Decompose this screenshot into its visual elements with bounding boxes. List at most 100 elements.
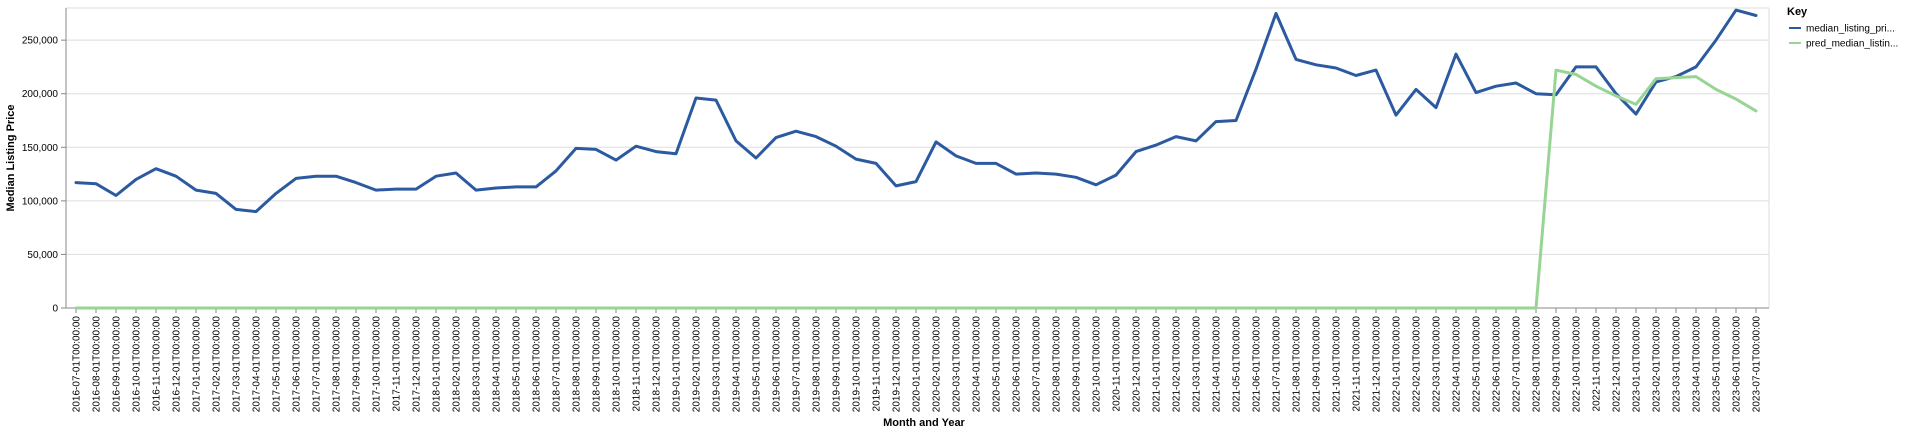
x-tick-label: 2023-06-01T00:00:00 (1732, 316, 1743, 413)
x-tick-label: 2017-04-01T00:00:00 (252, 316, 263, 413)
x-tick-label: 2020-12-01T00:00:00 (1132, 316, 1143, 413)
x-tick-label: 2018-04-01T00:00:00 (492, 316, 503, 413)
x-tick-label: 2022-05-01T00:00:00 (1472, 316, 1483, 413)
legend-title: Key (1787, 6, 1808, 18)
x-tick-label: 2019-11-01T00:00:00 (872, 316, 883, 412)
x-tick-label: 2018-03-01T00:00:00 (472, 316, 483, 413)
legend-items: median_listing_pri... pred_median_listin.… (1789, 24, 1898, 50)
x-tick-label: 2019-06-01T00:00:00 (772, 316, 783, 413)
x-tick-label: 2020-07-01T00:00:00 (1032, 316, 1043, 413)
x-tick-label: 2021-03-01T00:00:00 (1192, 316, 1203, 413)
x-tick-label: 2017-02-01T00:00:00 (212, 316, 223, 413)
x-tick-label: 2018-08-01T00:00:00 (572, 316, 583, 413)
x-tick-label: 2017-10-01T00:00:00 (372, 316, 383, 413)
x-tick-label: 2016-08-01T00:00:00 (92, 316, 103, 413)
series-lines (74, 8, 1758, 310)
x-tick-label: 2018-07-01T00:00:00 (552, 316, 563, 413)
x-tick-label: 2020-05-01T00:00:00 (992, 316, 1003, 413)
x-tick-label: 2018-05-01T00:00:00 (512, 316, 523, 413)
gridlines (66, 7, 1770, 309)
x-tick-label: 2019-01-01T00:00:00 (672, 316, 683, 413)
x-tick-label: 2021-11-01T00:00:00 (1352, 316, 1363, 412)
x-tick-label: 2022-11-01T00:00:00 (1592, 316, 1603, 412)
x-tick-label: 2020-03-01T00:00:00 (952, 316, 963, 413)
x-tick-label: 2019-12-01T00:00:00 (892, 316, 903, 413)
x-tick-label: 2023-03-01T00:00:00 (1672, 316, 1683, 413)
x-tick-label: 2020-08-01T00:00:00 (1052, 316, 1063, 413)
x-tick-label: 2023-01-01T00:00:00 (1632, 316, 1643, 413)
x-tick-label: 2019-07-01T00:00:00 (792, 316, 803, 413)
x-tick-label: 2021-01-01T00:00:00 (1152, 316, 1163, 413)
x-tick-label: 2022-09-01T00:00:00 (1552, 316, 1563, 413)
x-tick-label: 2023-02-01T00:00:00 (1652, 316, 1663, 413)
x-tick-label: 2018-10-01T00:00:00 (612, 316, 623, 413)
x-tick-label: 2020-10-01T00:00:00 (1092, 316, 1103, 413)
x-tick-label: 2021-07-01T00:00:00 (1272, 316, 1283, 413)
x-tick-label: 2017-03-01T00:00:00 (232, 316, 243, 413)
x-tick-label: 2016-10-01T00:00:00 (132, 316, 143, 413)
x-tick-label: 2017-11-01T00:00:00 (392, 316, 403, 412)
x-tick-label: 2020-01-01T00:00:00 (912, 316, 923, 413)
x-tick-label: 2018-09-01T00:00:00 (592, 316, 603, 413)
x-tick-label: 2019-02-01T00:00:00 (692, 316, 703, 413)
x-tick-label: 2021-06-01T00:00:00 (1252, 316, 1263, 413)
x-tick-label: 2021-10-01T00:00:00 (1332, 316, 1343, 413)
x-tick-label: 2019-05-01T00:00:00 (752, 316, 763, 413)
x-tick-label: 2018-02-01T00:00:00 (452, 316, 463, 413)
y-tick-label: 250,000 (22, 36, 59, 47)
x-tick-label: 2017-12-01T00:00:00 (412, 316, 423, 413)
legend: Key median_listing_pri... pred_median_lis… (1787, 6, 1898, 50)
x-tick-label: 2017-01-01T00:00:00 (192, 316, 203, 413)
x-tick-label: 2020-02-01T00:00:00 (932, 316, 943, 413)
x-tick-label: 2017-06-01T00:00:00 (292, 316, 303, 413)
x-tick-label: 2021-08-01T00:00:00 (1292, 316, 1303, 413)
x-tick-label: 2023-04-01T00:00:00 (1692, 316, 1703, 413)
x-tick-label: 2022-02-01T00:00:00 (1412, 316, 1423, 413)
x-tick-label: 2019-09-01T00:00:00 (832, 316, 843, 413)
x-tick-label: 2022-06-01T00:00:00 (1492, 316, 1503, 413)
y-tick-label: 200,000 (22, 89, 59, 100)
x-tick-label: 2018-01-01T00:00:00 (432, 316, 443, 413)
x-tick-label: 2022-04-01T00:00:00 (1452, 316, 1463, 413)
y-tick-label: 0 (52, 304, 58, 315)
x-tick-label: 2020-09-01T00:00:00 (1072, 316, 1083, 413)
x-tick-label: 2016-12-01T00:00:00 (172, 316, 183, 413)
x-tick-label: 2018-12-01T00:00:00 (652, 316, 663, 413)
x-tick-label: 2020-06-01T00:00:00 (1012, 316, 1023, 413)
y-tick-label: 50,000 (27, 250, 58, 261)
x-tick-label: 2021-09-01T00:00:00 (1312, 316, 1323, 413)
axes: Median Listing Price Month and Year 0 50,… (5, 8, 1769, 429)
x-tick-label: 2019-08-01T00:00:00 (812, 316, 823, 413)
x-tick-label: 2023-07-01T00:00:00 (1752, 316, 1763, 413)
y-tick-label: 100,000 (22, 196, 59, 207)
x-tick-label: 2022-08-01T00:00:00 (1532, 316, 1543, 413)
x-tick-label: 2022-07-01T00:00:00 (1512, 316, 1523, 413)
x-tick-label: 2018-06-01T00:00:00 (532, 316, 543, 413)
x-tick-label: 2021-05-01T00:00:00 (1232, 316, 1243, 413)
x-tick-label: 2016-11-01T00:00:00 (152, 316, 163, 412)
legend-label: pred_median_listin... (1806, 39, 1898, 50)
x-tick-label: 2021-02-01T00:00:00 (1172, 316, 1183, 413)
x-tick-label: 2019-03-01T00:00:00 (712, 316, 723, 413)
x-axis-title: Month and Year (883, 417, 965, 429)
x-tick-label: 2022-10-01T00:00:00 (1572, 316, 1583, 413)
x-tick-label: 2018-11-01T00:00:00 (632, 316, 643, 412)
series-line-pred-median-listing-price (74, 68, 1758, 310)
series-line-median-listing-price (74, 8, 1758, 214)
x-tick-label: 2020-11-01T00:00:00 (1112, 316, 1123, 412)
legend-label: median_listing_pri... (1806, 24, 1895, 35)
x-tick-label: 2022-12-01T00:00:00 (1612, 316, 1623, 413)
x-tick-label: 2022-03-01T00:00:00 (1432, 316, 1443, 413)
x-tick-label: 2016-09-01T00:00:00 (112, 316, 123, 413)
x-tick-label: 2022-01-01T00:00:00 (1392, 316, 1403, 413)
x-tick-label: 2017-09-01T00:00:00 (352, 316, 363, 413)
x-tick-label: 2019-10-01T00:00:00 (852, 316, 863, 413)
y-axis-title: Median Listing Price (5, 105, 17, 212)
x-tick-label: 2017-05-01T00:00:00 (272, 316, 283, 413)
x-tick-label: 2023-05-01T00:00:00 (1712, 316, 1723, 413)
x-tick-label: 2021-12-01T00:00:00 (1372, 316, 1383, 413)
x-tick-label: 2019-04-01T00:00:00 (732, 316, 743, 413)
x-tick-label: 2017-07-01T00:00:00 (312, 316, 323, 413)
